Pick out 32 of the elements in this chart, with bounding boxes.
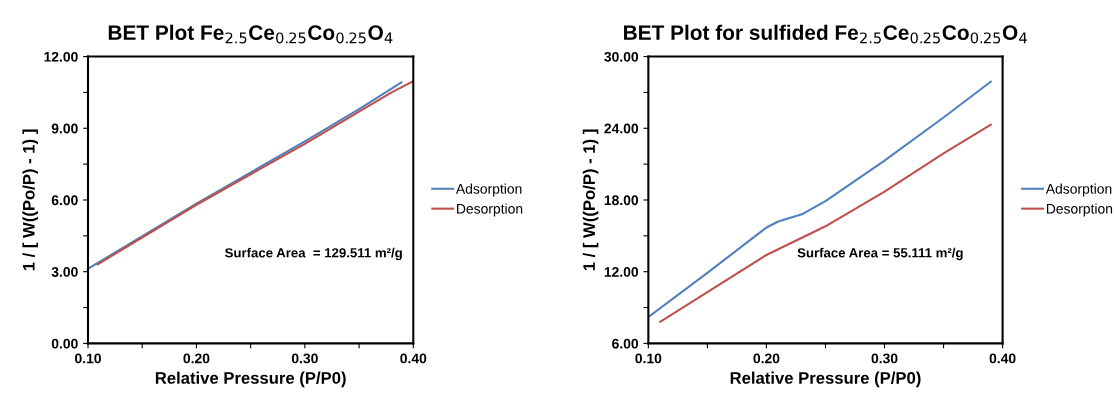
x-tick-label: 0.40 [989, 353, 1016, 364]
line-series [648, 80, 992, 319]
x-tick-label: 0.30 [291, 353, 318, 364]
y-tick-label: 9.00 [51, 123, 78, 134]
y-tick-label: 3.00 [51, 267, 78, 277]
x-tick-label: 0.20 [183, 353, 210, 364]
legend-label: Adsorption [455, 183, 522, 197]
chart-title: BET Plot for sulfided Fe$_{2.5}$Ce$_{0.25}$Co$_{0.25}$O$_{4}$ [624, 24, 1027, 44]
x-tick-label: 0.20 [753, 353, 780, 364]
y-tick-label: 24.00 [604, 123, 639, 134]
x-tick-label: 0.30 [871, 353, 898, 364]
y-axis-title: 1 / [ W((Po/P) - 1) ] [22, 129, 38, 271]
x-axis-title: Relative Pressure (P/P0) [730, 371, 921, 388]
annotation: Surface Area = 55.111 m²/g [797, 247, 963, 261]
y-axis-title: 1 / [ W((Po/P) - 1) ] [582, 129, 599, 271]
y-tick-label: 30.00 [604, 51, 639, 62]
y-tick-label: 0.00 [51, 338, 78, 349]
x-tick-label: 0.10 [75, 353, 101, 364]
y-tick-label: 12.00 [604, 267, 639, 277]
x-axis-title: Relative Pressure (P/P0) [155, 371, 346, 388]
legend-label: Desorption [1046, 203, 1113, 217]
y-tick-label: 12.00 [44, 51, 78, 62]
legend-label: Adsorption [1045, 183, 1112, 197]
y-tick-label: 6.00 [51, 195, 78, 206]
x-tick-label: 0.40 [400, 353, 427, 364]
legend-label: Desorption [457, 203, 523, 217]
line-series [659, 123, 992, 323]
chart-title: BET Plot Fe$_{2.5}$Ce$_{0.25}$Co$_{0.25}$O$_{4}$ [108, 24, 393, 44]
annotation: Surface Area = 129.511 m²/g [225, 247, 402, 261]
y-tick-label: 6.00 [612, 338, 639, 349]
y-tick-label: 18.00 [604, 195, 639, 206]
x-tick-label: 0.10 [635, 353, 662, 364]
